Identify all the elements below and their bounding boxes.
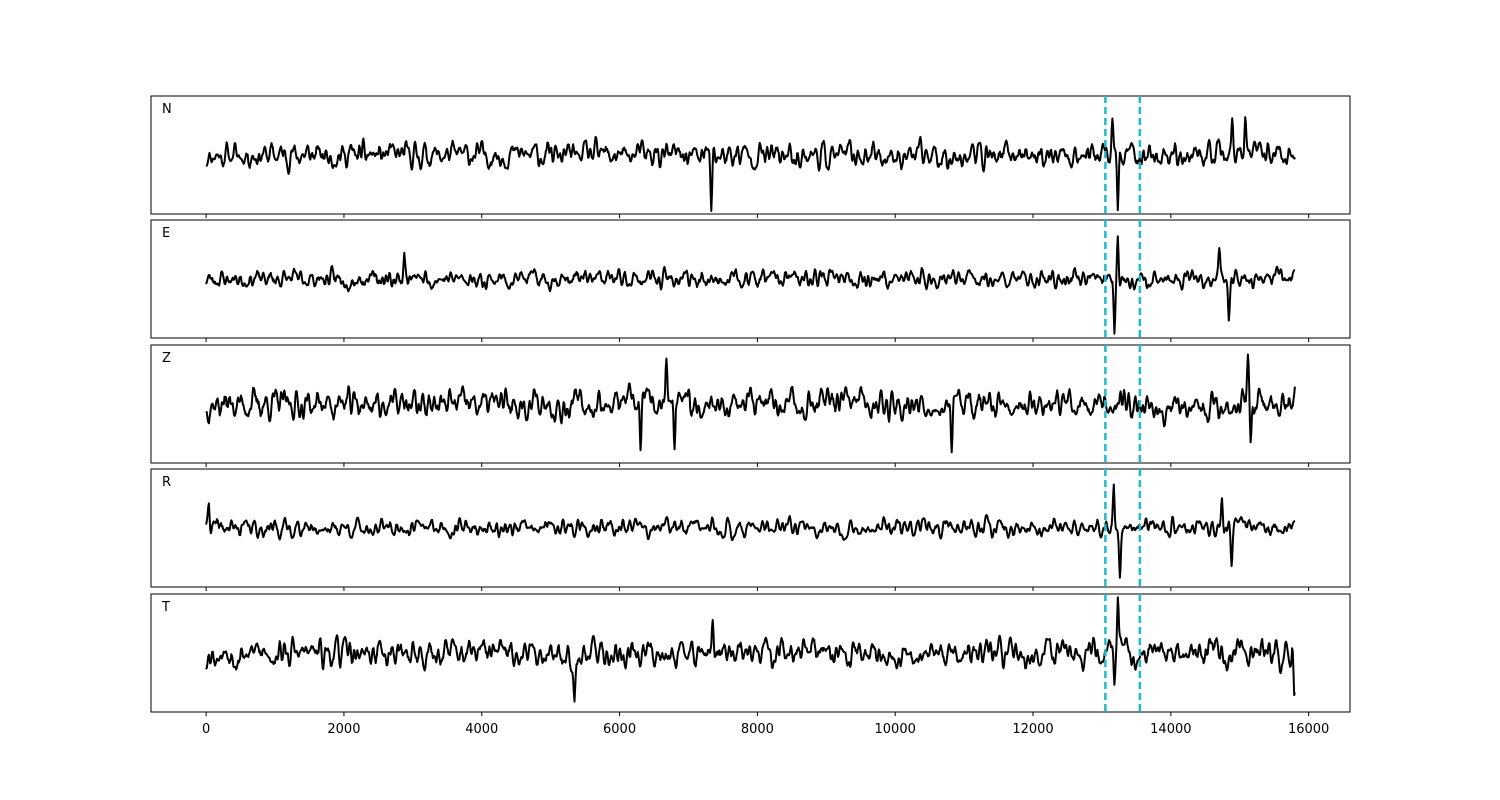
- x-tick-label: 6000: [603, 722, 636, 737]
- panel-label: E: [162, 226, 170, 241]
- panel-r: R: [150, 468, 1351, 591]
- panel-frame: [150, 219, 1351, 339]
- panel-e: E: [150, 219, 1351, 342]
- trace-n: [205, 116, 1296, 212]
- x-tick-label: 12000: [1012, 722, 1053, 737]
- trace-e: [205, 235, 1296, 335]
- panel-frame: [150, 344, 1351, 464]
- panels-group: N E Z R T: [150, 95, 1351, 716]
- panel-z: Z: [150, 344, 1351, 467]
- trace-r: [205, 483, 1296, 579]
- panel-label: R: [162, 475, 171, 490]
- panel-n: N: [150, 95, 1351, 218]
- panel-label: T: [161, 600, 170, 615]
- x-tick-label: 14000: [1150, 722, 1191, 737]
- x-tick-label: 10000: [875, 722, 916, 737]
- trace-z: [205, 353, 1296, 454]
- x-tick-label: 2000: [327, 722, 360, 737]
- x-tick-label: 16000: [1288, 722, 1329, 737]
- panel-frame: [150, 468, 1351, 588]
- panel-t: T: [150, 593, 1351, 716]
- x-tick-label: 8000: [741, 722, 774, 737]
- x-axis: 0 2000 4000 6000 8000 10000 12000 14000 16000: [202, 722, 1329, 737]
- x-tick-label: 0: [202, 722, 210, 737]
- panel-frame: [150, 95, 1351, 215]
- x-tick-label: 4000: [465, 722, 498, 737]
- panel-frame: [150, 593, 1351, 713]
- panel-label: Z: [162, 351, 171, 366]
- panel-label: N: [162, 102, 172, 117]
- trace-t: [205, 596, 1296, 703]
